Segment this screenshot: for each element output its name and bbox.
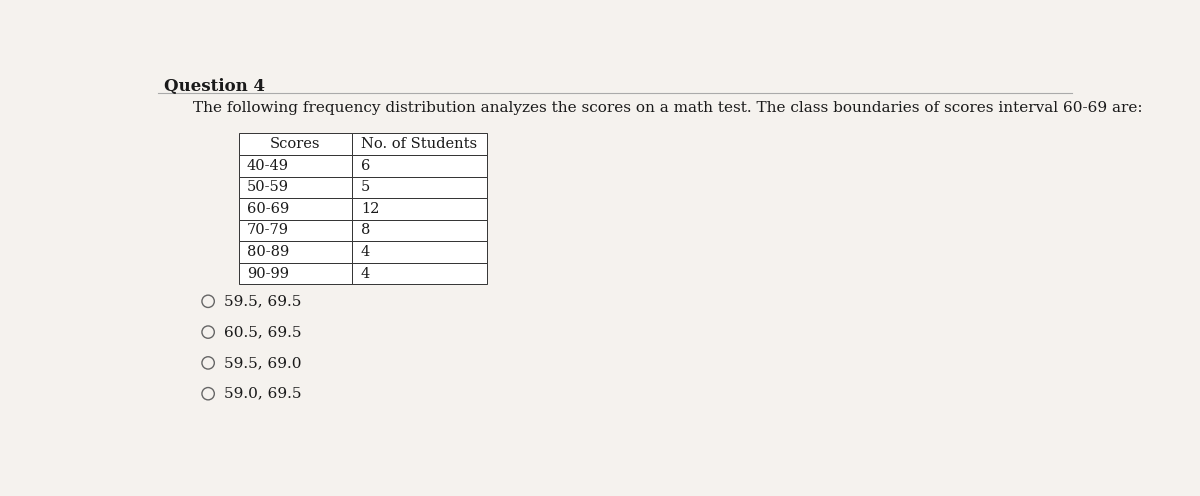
Text: The following frequency distribution analyzes the scores on a math test. The cla: The following frequency distribution ana…	[193, 101, 1142, 115]
Bar	[352, 198, 487, 220]
Text: 4: 4	[361, 266, 370, 281]
Bar	[352, 241, 487, 263]
Bar	[352, 155, 487, 177]
Text: 59.0, 69.5: 59.0, 69.5	[224, 387, 302, 401]
Bar	[239, 241, 352, 263]
Bar	[352, 220, 487, 241]
Bar	[239, 177, 352, 198]
Text: 90-99: 90-99	[247, 266, 289, 281]
Text: 8: 8	[361, 224, 370, 238]
Text: 59.5, 69.0: 59.5, 69.0	[224, 356, 302, 370]
Text: Question 4: Question 4	[164, 78, 265, 95]
Text: 4: 4	[361, 245, 370, 259]
Text: 60-69: 60-69	[247, 202, 289, 216]
Bar	[239, 155, 352, 177]
Text: 80-89: 80-89	[247, 245, 289, 259]
Bar	[239, 263, 352, 284]
Text: 59.5, 69.5: 59.5, 69.5	[224, 294, 301, 309]
Text: No. of Students: No. of Students	[361, 137, 478, 151]
Text: 70-79: 70-79	[247, 224, 289, 238]
Bar	[239, 133, 352, 155]
Bar	[239, 220, 352, 241]
Bar	[239, 198, 352, 220]
Text: 12: 12	[361, 202, 379, 216]
Text: 6: 6	[361, 159, 370, 173]
Text: 40-49: 40-49	[247, 159, 289, 173]
Bar	[352, 133, 487, 155]
Bar	[352, 263, 487, 284]
Text: 50-59: 50-59	[247, 181, 289, 194]
Text: 5: 5	[361, 181, 370, 194]
Text: 60.5, 69.5: 60.5, 69.5	[224, 325, 302, 339]
Text: Scores: Scores	[270, 137, 320, 151]
Bar	[352, 177, 487, 198]
